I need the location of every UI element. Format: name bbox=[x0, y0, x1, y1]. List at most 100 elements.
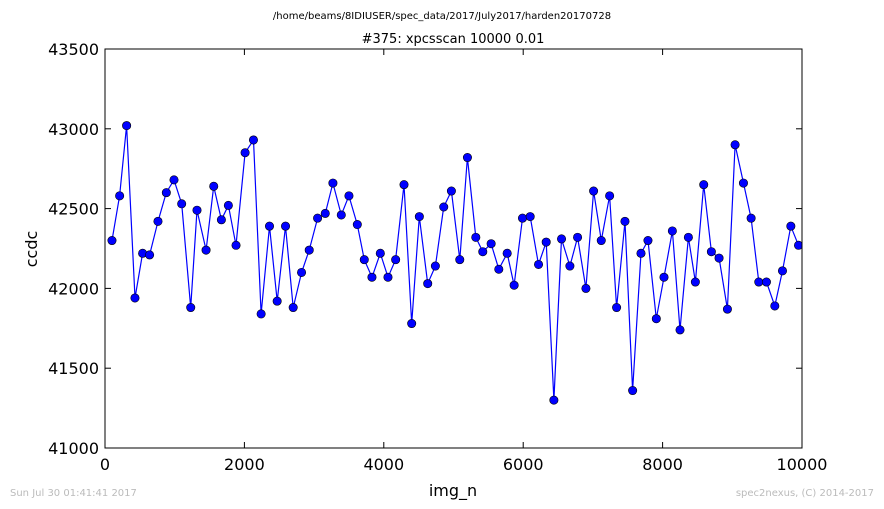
x-tick-label: 10000 bbox=[777, 455, 828, 474]
y-tick-label: 42500 bbox=[48, 200, 99, 219]
x-axis: 0 2000 4000 6000 8000 10000 bbox=[100, 49, 828, 474]
data-point bbox=[288, 303, 298, 313]
data-point bbox=[281, 221, 291, 231]
data-point bbox=[651, 314, 661, 324]
data-point bbox=[502, 248, 512, 258]
data-point bbox=[272, 296, 282, 306]
data-point bbox=[573, 232, 583, 242]
data-point bbox=[130, 293, 140, 303]
plot-frame bbox=[104, 48, 803, 449]
data-point bbox=[667, 226, 677, 236]
x-tick-label: 2000 bbox=[224, 455, 265, 474]
data-point bbox=[581, 283, 591, 293]
data-point bbox=[240, 148, 250, 158]
data-point bbox=[423, 279, 433, 289]
data-point bbox=[462, 153, 472, 163]
data-point bbox=[565, 261, 575, 271]
data-point bbox=[446, 186, 456, 196]
data-point bbox=[471, 232, 481, 242]
data-point bbox=[264, 221, 274, 231]
data-point bbox=[636, 248, 646, 258]
data-point bbox=[145, 250, 155, 260]
data-point bbox=[659, 272, 669, 282]
data-point bbox=[256, 309, 266, 319]
data-point bbox=[201, 245, 211, 255]
data-point bbox=[359, 255, 369, 265]
data-point bbox=[336, 210, 346, 220]
data-point bbox=[754, 277, 764, 287]
data-point bbox=[730, 140, 740, 150]
data-point bbox=[643, 236, 653, 246]
data-point bbox=[620, 216, 630, 226]
data-point bbox=[192, 205, 202, 215]
data-point bbox=[414, 212, 424, 222]
data-point bbox=[430, 261, 440, 271]
data-point bbox=[612, 303, 622, 313]
data-point bbox=[407, 319, 417, 329]
data-point bbox=[209, 181, 219, 191]
data-point bbox=[375, 248, 385, 258]
data-point bbox=[777, 266, 787, 276]
data-point bbox=[714, 253, 724, 263]
data-point bbox=[525, 212, 535, 222]
data-point bbox=[628, 386, 638, 396]
x-tick-label: 4000 bbox=[363, 455, 404, 474]
data-point bbox=[216, 215, 226, 225]
data-point bbox=[223, 200, 233, 210]
data-point bbox=[675, 325, 685, 335]
data-point bbox=[722, 304, 732, 314]
data-point bbox=[605, 191, 615, 201]
data-point bbox=[439, 202, 449, 212]
data-point bbox=[486, 239, 496, 249]
data-point bbox=[455, 255, 465, 265]
data-point bbox=[699, 180, 709, 190]
data-point bbox=[248, 135, 258, 145]
data-point bbox=[534, 259, 544, 269]
x-tick-label: 6000 bbox=[503, 455, 544, 474]
x-tick-label: 8000 bbox=[642, 455, 683, 474]
footer-credit: spec2nexus, (C) 2014-2017 bbox=[735, 488, 874, 499]
data-point bbox=[683, 232, 693, 242]
y-tick-label: 41500 bbox=[48, 359, 99, 378]
data-point bbox=[304, 245, 314, 255]
data-point bbox=[596, 236, 606, 246]
data-point bbox=[177, 199, 187, 209]
y-tick-label: 43000 bbox=[48, 120, 99, 139]
y-axis-label: ccdc bbox=[22, 231, 41, 268]
x-tick-label: 0 bbox=[100, 455, 110, 474]
series-line bbox=[111, 125, 800, 401]
data-point bbox=[186, 303, 196, 313]
data-point bbox=[231, 240, 241, 250]
data-point bbox=[320, 208, 330, 218]
y-tick-label: 41000 bbox=[48, 439, 99, 458]
data-point bbox=[313, 213, 323, 223]
data-point bbox=[115, 191, 125, 201]
data-point bbox=[367, 272, 377, 282]
data-point bbox=[509, 280, 519, 290]
data-point bbox=[399, 180, 409, 190]
data-point bbox=[690, 277, 700, 287]
data-point bbox=[383, 272, 393, 282]
chart-suptitle: /home/beams/8IDIUSER/spec_data/2017/July… bbox=[273, 11, 611, 22]
data-point bbox=[169, 175, 179, 185]
data-point bbox=[352, 220, 362, 230]
y-tick-label: 42000 bbox=[48, 279, 99, 298]
data-point bbox=[770, 301, 780, 311]
data-point bbox=[297, 267, 307, 277]
footer-timestamp: Sun Jul 30 01:41:41 2017 bbox=[10, 488, 137, 499]
y-tick-label: 43500 bbox=[48, 40, 99, 59]
data-point bbox=[794, 240, 802, 250]
data-point bbox=[549, 395, 559, 405]
data-point bbox=[706, 247, 716, 257]
data-point bbox=[589, 186, 599, 196]
data-point bbox=[161, 188, 171, 198]
data-point bbox=[478, 247, 488, 257]
data-point bbox=[107, 236, 117, 246]
data-point bbox=[541, 237, 551, 247]
data-point bbox=[557, 234, 567, 244]
y-axis: 41000 41500 42000 42500 43000 43500 bbox=[48, 40, 802, 458]
data-point bbox=[391, 255, 401, 265]
data-point bbox=[153, 216, 163, 226]
data-point bbox=[344, 191, 354, 201]
